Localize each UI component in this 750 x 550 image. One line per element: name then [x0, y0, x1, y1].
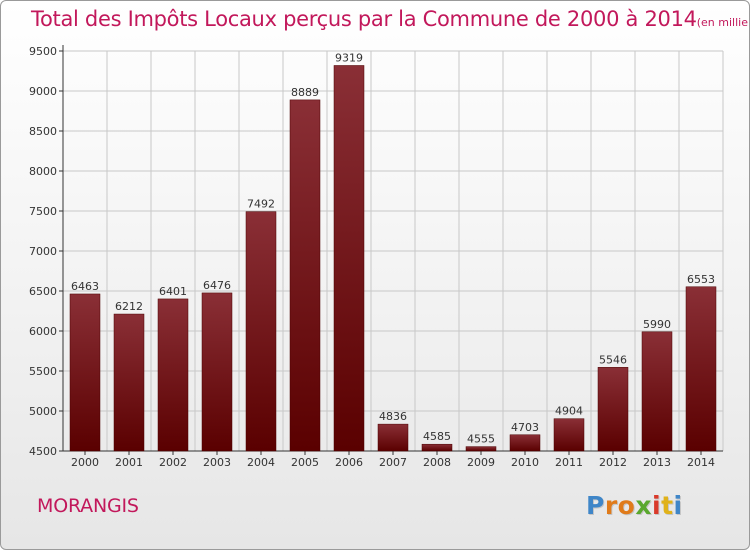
y-tick-label: 8000	[29, 165, 57, 178]
x-tick-label: 2013	[643, 456, 671, 469]
bar-2008	[421, 443, 453, 452]
logo-letter: t	[661, 491, 674, 520]
data-labels: 6463 6212 6401 6476 7492 8889 9319 4836 4585 4555…	[71, 51, 715, 445]
chart-title: Total des Impôts Locaux perçus par la Co…	[31, 7, 749, 31]
bar-2003	[201, 292, 233, 452]
y-tick-label: 4500	[29, 445, 57, 458]
data-label-2005: 8889	[291, 86, 319, 99]
bar-2013	[641, 331, 673, 452]
x-tick-label: 2004	[247, 456, 275, 469]
bar-2005	[289, 99, 321, 452]
x-tick-label: 2009	[467, 456, 495, 469]
commune-name: MORANGIS	[37, 495, 139, 517]
x-tick-label: 2005	[291, 456, 319, 469]
data-label-2013: 5990	[643, 318, 671, 331]
bar-2001	[113, 313, 145, 452]
axes: 4500 5000 5500 6000 6500 7000 7500 8000 8500 9000…	[29, 45, 723, 469]
proxiti-logo[interactable]: Proxiti	[586, 491, 683, 520]
data-label-2004: 7492	[247, 198, 275, 211]
logo-letter: i	[673, 491, 683, 520]
x-tick-label: 2000	[71, 456, 99, 469]
logo-letter: i	[652, 491, 662, 520]
bar-2009	[465, 446, 497, 452]
y-tick-label: 5000	[29, 405, 57, 418]
chart-title-main: Total des Impôts Locaux perçus par la Co…	[31, 7, 697, 31]
bar-2012	[597, 367, 629, 452]
y-tick-label: 7500	[29, 205, 57, 218]
bar-2004	[245, 211, 277, 452]
bar-2002	[157, 298, 189, 452]
bar-2014	[685, 286, 717, 452]
data-label-2006: 9319	[335, 51, 363, 64]
data-label-2009: 4555	[467, 433, 495, 446]
bar-2006	[333, 65, 365, 452]
x-tick-label: 2010	[511, 456, 539, 469]
logo-letter: P	[586, 491, 605, 520]
x-tick-label: 2003	[203, 456, 231, 469]
data-label-2014: 6553	[687, 273, 715, 286]
data-label-2002: 6401	[159, 285, 187, 298]
y-tick-label: 7000	[29, 245, 57, 258]
x-tick-label: 2006	[335, 456, 363, 469]
y-tick-label: 5500	[29, 365, 57, 378]
data-label-2003: 6476	[203, 279, 231, 292]
y-tick-label: 9500	[29, 45, 57, 58]
x-tick-label: 2011	[555, 456, 583, 469]
bar-2000	[69, 293, 101, 452]
x-tick-label: 2014	[687, 456, 715, 469]
x-tick-label: 2008	[423, 456, 451, 469]
data-label-2007: 4836	[379, 410, 407, 423]
data-label-2008: 4585	[423, 430, 451, 443]
bars	[69, 65, 717, 452]
x-tick-label: 2012	[599, 456, 627, 469]
y-tick-label: 6000	[29, 325, 57, 338]
x-tick-label: 2002	[159, 456, 187, 469]
bar-2011	[553, 418, 585, 452]
x-tick-label: 2001	[115, 456, 143, 469]
y-tick-label: 8500	[29, 125, 57, 138]
data-label-2011: 4904	[555, 405, 583, 418]
data-label-2000: 6463	[71, 280, 99, 293]
y-tick-label: 6500	[29, 285, 57, 298]
logo-letter: x	[635, 491, 652, 520]
data-label-2001: 6212	[115, 300, 143, 313]
data-label-2010: 4703	[511, 421, 539, 434]
logo-letter: o	[617, 491, 636, 520]
logo-letter: r	[604, 491, 618, 520]
x-tick-label: 2007	[379, 456, 407, 469]
y-tick-label: 9000	[29, 85, 57, 98]
bar-2007	[377, 423, 409, 452]
bar-2010	[509, 434, 541, 452]
chart-unit: (en milliers d'€)	[696, 16, 749, 29]
data-label-2012: 5546	[599, 353, 627, 366]
